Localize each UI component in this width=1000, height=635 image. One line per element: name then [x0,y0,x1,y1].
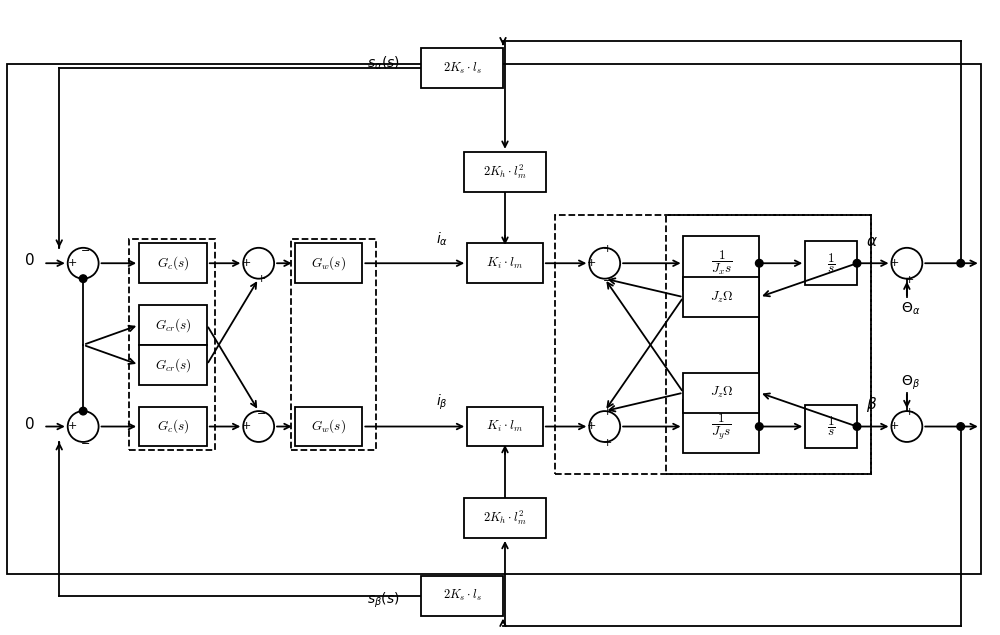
Text: $0$: $0$ [24,415,35,432]
Text: $+$: $+$ [602,243,612,254]
Text: $\Theta_\alpha$: $\Theta_\alpha$ [901,301,921,318]
Bar [683,399,759,453]
Text: $+$: $+$ [889,420,899,431]
Circle shape [79,407,87,415]
Text: $s_\alpha(s)$: $s_\alpha(s)$ [367,55,400,72]
Circle shape [755,260,763,267]
Text: $G_w(s)$: $G_w(s)$ [311,418,346,436]
Bar [683,236,759,290]
Bar [421,48,503,88]
Circle shape [957,260,965,267]
Text: $+$: $+$ [67,257,77,268]
Text: $\dfrac{1}{s}$: $\dfrac{1}{s}$ [827,415,835,438]
Bar [139,406,207,446]
Text: $G_{cr}(s)$: $G_{cr}(s)$ [155,356,191,373]
Bar [467,406,543,446]
Text: $i_\alpha$: $i_\alpha$ [436,231,448,248]
Bar [139,345,207,385]
Text: $-$: $-$ [80,244,90,254]
Text: $K_i \cdot l_m$: $K_i \cdot l_m$ [486,256,524,271]
Text: $+$: $+$ [602,437,612,448]
Bar [683,373,759,413]
Bar [464,498,546,538]
Bar [7,64,981,574]
Bar [467,243,543,283]
Bar [139,243,207,283]
Text: $G_w(s)$: $G_w(s)$ [311,255,346,272]
Text: $\dfrac{1}{J_x s}$: $\dfrac{1}{J_x s}$ [711,249,732,277]
Bar [683,277,759,317]
Text: $+$: $+$ [904,406,914,417]
Text: $\beta$: $\beta$ [866,395,878,414]
Text: $+$: $+$ [256,272,266,284]
Text: $+$: $+$ [586,257,596,268]
Circle shape [957,423,965,431]
Text: $0$: $0$ [24,252,35,268]
Bar [295,406,362,446]
Bar [805,404,857,448]
Text: $\dfrac{1}{J_y s}$: $\dfrac{1}{J_y s}$ [711,411,732,442]
Text: $+$: $+$ [241,420,251,431]
Text: $i_\beta$: $i_\beta$ [436,393,448,412]
Circle shape [853,423,861,431]
Bar [139,305,207,345]
Text: $\Theta_\beta$: $\Theta_\beta$ [901,373,920,392]
Bar [464,152,546,192]
Text: $\dfrac{1}{s}$: $\dfrac{1}{s}$ [827,251,835,275]
Text: $2K_h \cdot l_m^2$: $2K_h \cdot l_m^2$ [483,509,527,527]
Text: $G_c(s)$: $G_c(s)$ [157,418,189,436]
Text: $s_\beta(s)$: $s_\beta(s)$ [367,591,400,610]
Text: $\alpha$: $\alpha$ [866,234,878,249]
Circle shape [755,423,763,431]
Text: $K_i \cdot l_m$: $K_i \cdot l_m$ [486,419,524,434]
Bar [555,215,871,474]
Bar [666,215,871,474]
Text: $-$: $-$ [80,438,90,448]
Text: $-$: $-$ [256,406,266,417]
Text: $+$: $+$ [889,257,899,268]
Text: $+$: $+$ [586,420,596,431]
Circle shape [79,275,87,283]
Text: $G_c(s)$: $G_c(s)$ [157,255,189,272]
Text: $2K_s \cdot l_s$: $2K_s \cdot l_s$ [443,588,482,603]
Text: $+$: $+$ [904,274,914,284]
Bar [291,239,376,450]
Text: $2K_h \cdot l_m^2$: $2K_h \cdot l_m^2$ [483,163,527,181]
Bar [295,243,362,283]
Text: $-$: $-$ [602,274,612,284]
Text: $G_{cr}(s)$: $G_{cr}(s)$ [155,316,191,334]
Circle shape [853,260,861,267]
Text: $2K_s \cdot l_s$: $2K_s \cdot l_s$ [443,60,482,76]
Text: $J_z\Omega$: $J_z\Omega$ [710,385,733,400]
Bar [129,239,215,450]
Bar [421,576,503,616]
Text: $+$: $+$ [67,420,77,431]
Text: $+$: $+$ [241,257,251,268]
Bar [805,241,857,285]
Text: $J_z\Omega$: $J_z\Omega$ [710,290,733,305]
Text: $+$: $+$ [602,406,612,417]
